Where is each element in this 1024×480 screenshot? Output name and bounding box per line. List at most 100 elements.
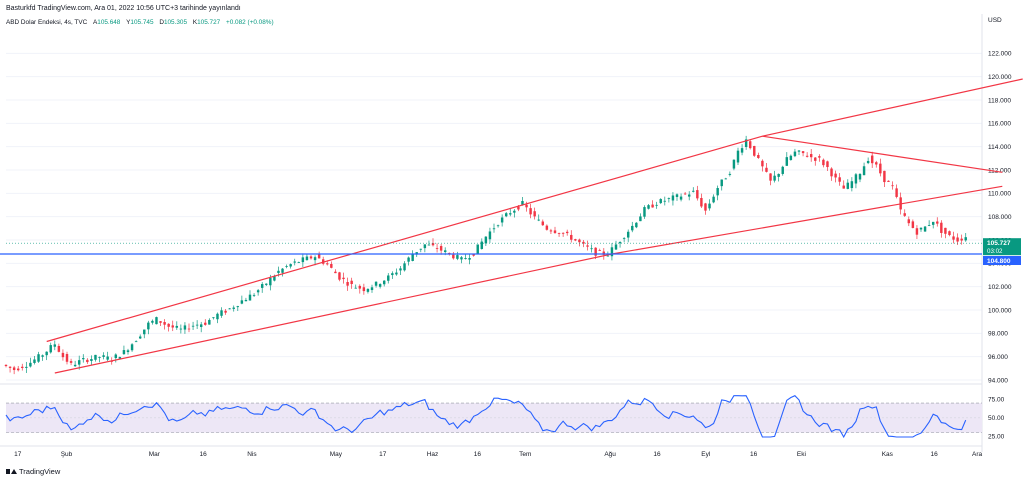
candle-body: [199, 324, 203, 328]
candle-body: [927, 225, 931, 226]
candle-body: [350, 280, 353, 285]
rsi-line: [5, 395, 967, 439]
candle-body: [382, 280, 386, 285]
candle-body: [354, 287, 357, 289]
candle-body: [448, 252, 451, 254]
time-tick-label: Ara: [972, 451, 983, 458]
candle-body: [155, 317, 158, 325]
candle-body: [439, 246, 443, 251]
candle-body: [114, 354, 118, 359]
candle-body: [818, 156, 821, 158]
candle-body: [744, 139, 748, 148]
candle-body: [936, 221, 939, 224]
candle-body: [777, 173, 780, 177]
candle-body: [748, 141, 752, 149]
price-tick-label: 98.000: [988, 331, 1008, 338]
time-tick-label: 17: [379, 451, 387, 458]
candle-body: [224, 310, 227, 313]
candle-body: [334, 271, 337, 274]
candle-body: [716, 188, 719, 196]
candle-body: [631, 225, 634, 231]
candle-body: [561, 232, 565, 234]
candle-body: [244, 299, 248, 302]
candle-body: [297, 262, 301, 263]
low-label: D: [159, 19, 164, 26]
candle-body: [533, 211, 536, 217]
candle-body: [602, 251, 606, 255]
candle-body: [687, 194, 691, 197]
rsi-axis: 75.00 50.00 25.00: [988, 397, 1005, 441]
candle-body: [879, 163, 882, 174]
time-tick-label: Tem: [519, 451, 531, 458]
candle-body: [720, 179, 723, 187]
candle-body: [708, 203, 711, 209]
candle-body: [346, 281, 349, 286]
candle-body: [500, 217, 504, 223]
candle-body: [317, 254, 321, 259]
candle-body: [464, 258, 467, 260]
high-value: 105.745: [130, 19, 154, 26]
price-tick-label: 116.000: [988, 121, 1011, 128]
candle-body: [427, 244, 431, 246]
candle-body: [179, 328, 183, 330]
price-tick-label: 110.000: [988, 191, 1011, 198]
candle-body: [801, 151, 805, 154]
candle-body: [126, 350, 130, 353]
candle-body: [557, 233, 561, 234]
countdown-text: 03:02: [987, 248, 1003, 255]
candle-body: [606, 255, 610, 257]
candle-body: [651, 204, 654, 208]
candle-body: [956, 237, 959, 242]
time-axis: 17 Şub Mar 16 Nis May 17 Haz 16 Tem Ağu 16 Eyl 16 Eki K…: [14, 451, 982, 458]
candle-body: [504, 213, 508, 217]
price-tick-label: 100.000: [988, 307, 1012, 314]
candle-body: [362, 287, 366, 292]
candle-body: [167, 323, 170, 327]
candle-body: [269, 277, 272, 286]
candle-body: [378, 284, 382, 287]
candle-body: [53, 344, 57, 347]
candle-body: [37, 354, 40, 362]
candle-body: [570, 234, 573, 240]
candle-body: [724, 178, 728, 180]
candle-body: [452, 254, 455, 259]
descending-trendline: [762, 135, 1003, 173]
candle-body: [773, 175, 776, 181]
candle-body: [757, 154, 760, 158]
candle-body: [940, 222, 943, 233]
candle-body: [700, 198, 703, 207]
time-tick-label: Haz: [427, 451, 439, 458]
candle-body: [69, 361, 73, 363]
candle-body: [565, 231, 569, 234]
candle-body: [834, 173, 837, 178]
candle-body: [769, 173, 772, 181]
time-tick-label: 16: [653, 451, 661, 458]
candle-body: [740, 148, 744, 153]
candle-body: [472, 254, 475, 256]
candle-body: [476, 244, 479, 255]
candle-body: [964, 237, 967, 241]
candle-body: [399, 268, 402, 271]
candle-body: [236, 306, 240, 308]
candle-body: [419, 248, 423, 250]
candle-body: [513, 210, 516, 213]
candle-body: [366, 288, 370, 292]
candle-body: [387, 275, 390, 281]
price-axis: USD 122.000 120.000 118.000 116.000 114.000 11…: [988, 17, 1012, 384]
candle-body: [240, 300, 244, 304]
candle-body: [338, 272, 341, 280]
candle-body: [443, 250, 447, 253]
candle-body: [923, 226, 927, 232]
grid-lines: [6, 52, 982, 381]
candle-body: [228, 308, 231, 310]
candle-body: [45, 351, 48, 356]
candle-body: [781, 166, 784, 174]
candle-body: [618, 241, 622, 244]
candle-body: [212, 317, 215, 319]
candle-body: [736, 150, 740, 163]
candle-body: [915, 228, 919, 235]
candle-body: [220, 310, 223, 316]
candle-body: [98, 357, 101, 358]
price-tick-label: 120.000: [988, 74, 1012, 81]
